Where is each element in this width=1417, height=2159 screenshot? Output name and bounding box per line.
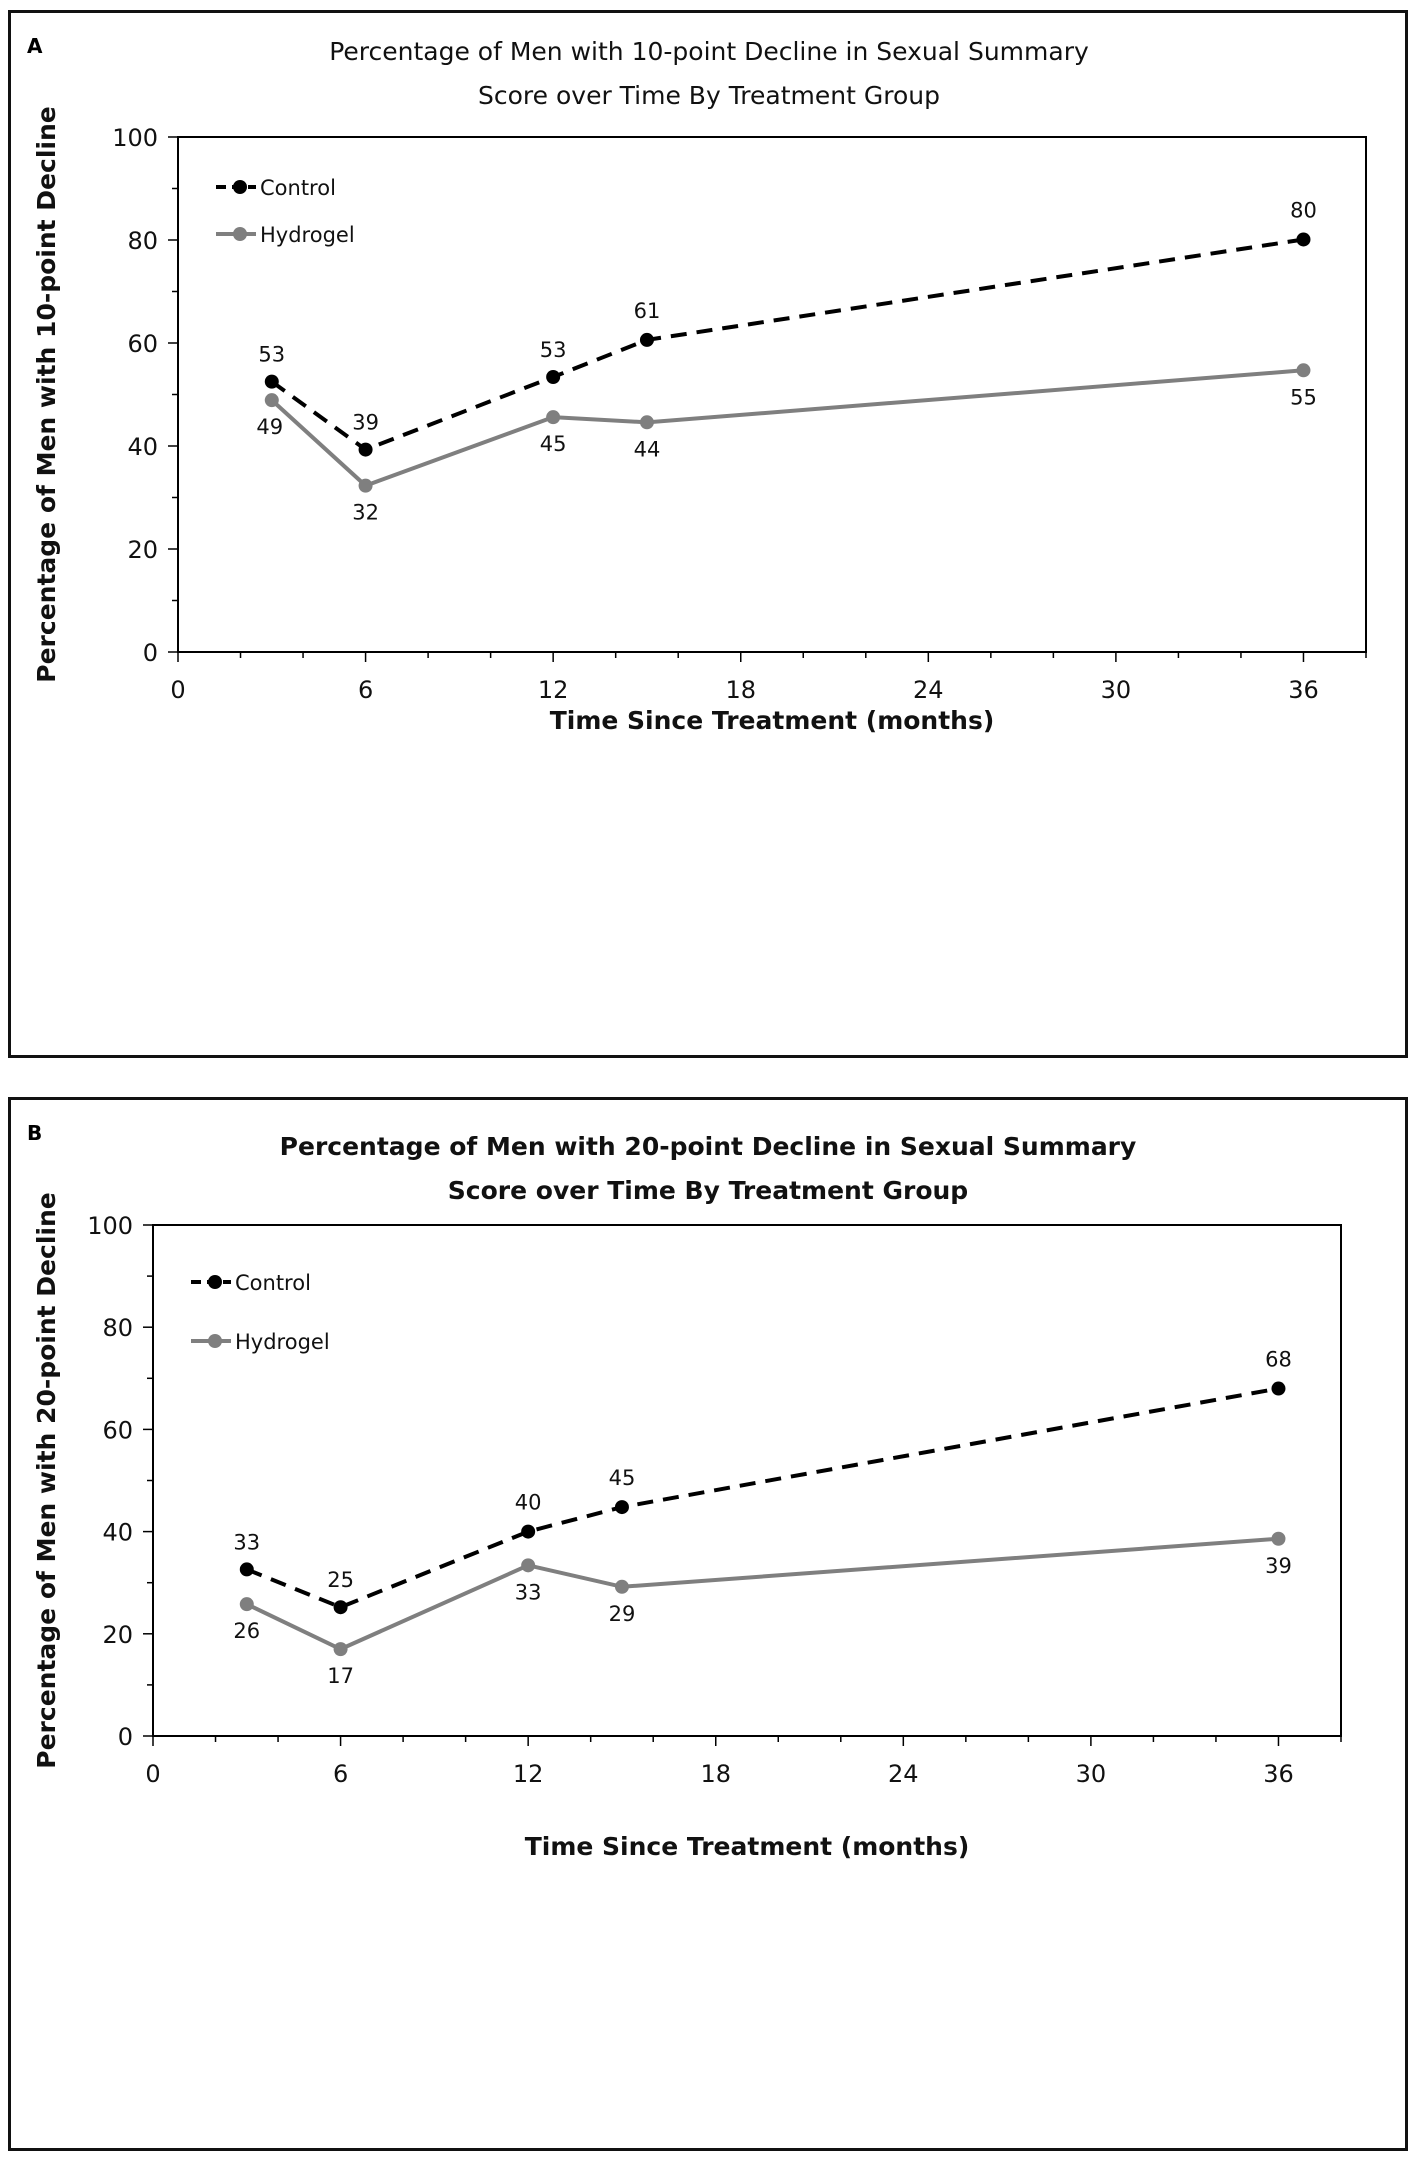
data-label-hydrogel: 32 [352,501,379,525]
plot-area [152,1224,1342,1737]
x-tick-label: 30 [1101,676,1132,704]
chart-title-line: Percentage of Men with 20-point Decline … [280,1132,1137,1161]
data-label-control: 25 [327,1568,354,1592]
data-point-hydrogel [358,478,373,493]
data-label-hydrogel: 49 [256,415,283,439]
data-label-hydrogel: 33 [515,1580,542,1604]
data-point-hydrogel [521,1558,536,1573]
y-tick-label: 100 [112,124,158,152]
data-label-control: 68 [1265,1348,1292,1372]
plot-area [177,136,1367,653]
legend-label-hydrogel: Hydrogel [235,1330,330,1354]
x-tick-label: 6 [358,676,373,704]
x-axis-label: Time Since Treatment (months) [525,1832,970,1861]
legend-label-control: Control [235,1271,311,1295]
x-tick-label: 12 [513,1760,544,1788]
data-point-control [264,374,279,389]
chart-title-line: Score over Time By Treatment Group [448,1176,968,1205]
data-point-hydrogel [1296,363,1311,378]
legend-marker-hydrogel [233,227,247,241]
data-point-control [639,332,654,347]
x-tick-label: 0 [145,1760,160,1788]
data-label-control: 80 [1290,198,1317,222]
y-tick-label: 80 [127,227,158,255]
data-point-control [1271,1381,1286,1396]
chart-b: B Percentage of Men with 20-point Decline… [27,1121,1342,1861]
data-label-hydrogel: 26 [233,1619,260,1643]
data-label-control: 45 [609,1466,636,1490]
data-point-control [1296,232,1311,247]
x-tick-label: 6 [333,1760,348,1788]
panel-label: B [27,1121,42,1145]
legend-marker-control [233,180,247,194]
data-label-control: 53 [540,338,567,362]
data-label-hydrogel: 55 [1290,385,1317,409]
legend-marker-hydrogel [208,1334,222,1348]
chart-a: A Percentage of Men with 10-point Decline… [27,34,1367,735]
x-tick-label: 36 [1263,1760,1294,1788]
x-tick-label: 0 [170,676,185,704]
data-label-control: 33 [233,1530,260,1554]
y-tick-label: 0 [118,1723,133,1751]
data-point-hydrogel [239,1597,254,1612]
x-tick-label: 18 [700,1760,731,1788]
data-label-hydrogel: 39 [1265,1554,1292,1578]
y-tick-label: 100 [87,1212,133,1240]
y-tick-label: 80 [102,1314,133,1342]
y-tick-label: 60 [102,1416,133,1444]
chart-panel-b: B Percentage of Men with 20-point Decline… [8,1097,1408,2151]
panel-label: A [27,34,43,58]
data-label-hydrogel: 44 [634,437,661,461]
x-tick-label: 30 [1076,1760,1107,1788]
y-tick-label: 20 [127,536,158,564]
legend-marker-control [208,1275,222,1289]
data-point-control [521,1524,536,1539]
legend-label-hydrogel: Hydrogel [260,223,355,247]
y-axis-label: Percentage of Men with 10-point Decline [32,106,61,682]
y-tick-label: 60 [127,330,158,358]
chart-panel-a: A Percentage of Men with 10-point Decline… [8,10,1408,1058]
data-point-control [333,1600,348,1615]
data-label-hydrogel: 17 [327,1664,354,1688]
y-axis-label: Percentage of Men with 20-point Decline [32,1192,61,1768]
data-point-control [239,1562,254,1577]
y-tick-label: 40 [102,1519,133,1547]
data-point-control [546,369,561,384]
chart-title-line: Percentage of Men with 10-point Decline … [329,37,1089,66]
y-tick-label: 0 [143,639,158,667]
series-line-control [246,1386,1279,1610]
y-tick-label: 20 [102,1621,133,1649]
series-line-hydrogel [270,368,1304,488]
chart-title-line: Score over Time By Treatment Group [478,81,940,110]
series-line-hydrogel [245,1536,1279,1652]
series-line-control [270,237,1304,452]
x-tick-label: 18 [725,676,756,704]
data-point-hydrogel [264,393,279,408]
x-tick-label: 36 [1288,676,1319,704]
x-tick-label: 12 [538,676,569,704]
data-point-hydrogel [546,410,561,425]
data-label-hydrogel: 45 [540,432,567,456]
data-label-control: 39 [352,411,379,435]
data-label-control: 40 [515,1491,542,1515]
data-label-control: 61 [634,299,661,323]
data-point-hydrogel [614,1579,629,1594]
x-tick-label: 24 [888,1760,919,1788]
data-point-hydrogel [639,415,654,430]
data-point-hydrogel [1271,1531,1286,1546]
data-label-hydrogel: 29 [609,1602,636,1626]
data-point-hydrogel [333,1642,348,1657]
data-point-control [358,442,373,457]
data-label-control: 53 [258,343,285,367]
legend-label-control: Control [260,176,336,200]
x-axis-label: Time Since Treatment (months) [550,706,995,735]
y-tick-label: 40 [127,433,158,461]
data-point-control [614,1500,629,1515]
x-tick-label: 24 [913,676,944,704]
